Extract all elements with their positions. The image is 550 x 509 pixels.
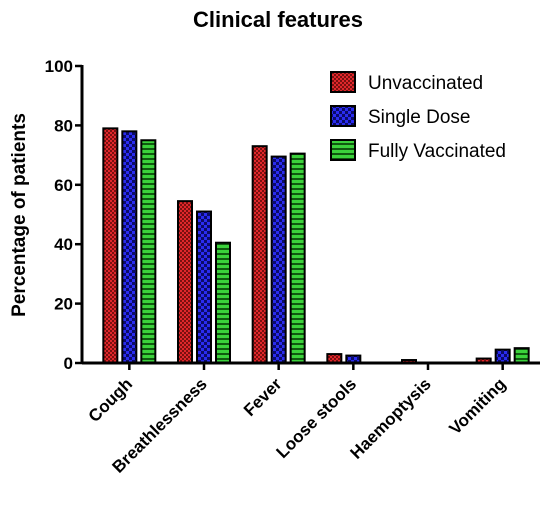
legend-label-single-dose: Single Dose <box>368 107 470 128</box>
bar-single-dose-breathlessness <box>196 210 212 364</box>
bar-single-dose-cough <box>121 130 138 364</box>
legend-swatch-unvaccinated <box>330 71 356 93</box>
y-tick-label: 100 <box>45 57 73 76</box>
bar-fully-vaccinated-breathlessness <box>215 241 231 364</box>
x-tick-label: Vomiting <box>446 374 510 438</box>
legend-swatch-single-dose <box>330 105 356 127</box>
y-axis: 0 20 40 60 80 100 <box>45 57 84 373</box>
x-tick-label: Fever <box>240 374 286 420</box>
legend-label-fully-vaccinated: Fully Vaccinated <box>368 141 506 162</box>
bar-single-dose-fever <box>270 155 287 364</box>
legend-swatch-fully-vaccinated <box>330 139 356 161</box>
bar-unvaccinated-breathlessness <box>177 200 193 364</box>
bar-unvaccinated-cough <box>102 127 119 364</box>
bar-unvaccinated-fever <box>251 145 268 364</box>
y-tick-label: 40 <box>54 235 73 254</box>
y-tick-label: 80 <box>54 116 73 135</box>
legend: Unvaccinated Single Dose Fully Vaccinated <box>330 71 506 162</box>
chart-title: Clinical features <box>193 7 363 32</box>
bar-fully-vaccinated-vomiting <box>513 347 530 364</box>
x-tick-label: Cough <box>85 374 136 425</box>
y-axis-label: Percentage of patients <box>9 113 30 317</box>
bars <box>102 127 530 365</box>
legend-label-unvaccinated: Unvaccinated <box>368 73 483 94</box>
bar-single-dose-vomiting <box>494 348 511 365</box>
bar-fully-vaccinated-fever <box>289 152 306 364</box>
y-tick-label: 0 <box>64 354 73 373</box>
y-tick-label: 60 <box>54 176 73 195</box>
y-tick-label: 20 <box>54 295 73 314</box>
bar-fully-vaccinated-cough <box>140 139 157 364</box>
